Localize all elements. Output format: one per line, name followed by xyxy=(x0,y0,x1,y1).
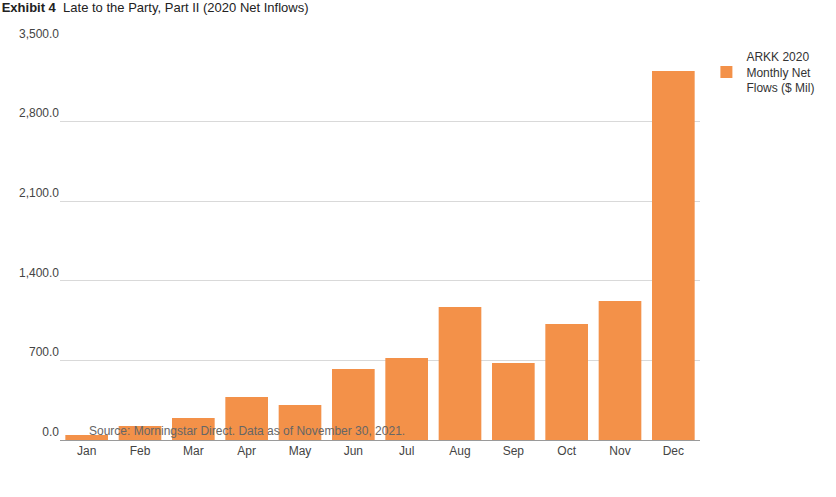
svg-text:Apr: Apr xyxy=(237,444,256,458)
svg-text:3,500.0: 3,500.0 xyxy=(19,27,59,41)
svg-text:Jan: Jan xyxy=(77,444,96,458)
svg-text:Jul: Jul xyxy=(399,444,414,458)
svg-text:Aug: Aug xyxy=(449,444,470,458)
svg-text:Oct: Oct xyxy=(557,444,576,458)
svg-text:Jun: Jun xyxy=(344,444,363,458)
svg-text:Exhibit 4 Late to the Party,: Exhibit 4 Late to the Party, Part II (20… xyxy=(2,0,309,15)
svg-text:Source: Morningstar Direct. Da: Source: Morningstar Direct. Data as of N… xyxy=(89,424,405,438)
svg-text:May: May xyxy=(289,444,312,458)
svg-text:0.0: 0.0 xyxy=(42,425,59,439)
svg-text:ARKK 2020Monthly NetFlows ($ M: ARKK 2020Monthly NetFlows ($ Mil) xyxy=(746,50,814,95)
svg-text:Nov: Nov xyxy=(609,444,630,458)
svg-text:Sep: Sep xyxy=(503,444,525,458)
svg-text:2,800.0: 2,800.0 xyxy=(19,106,59,120)
svg-text:1,400.0: 1,400.0 xyxy=(19,266,59,280)
svg-text:700.0: 700.0 xyxy=(29,345,59,359)
svg-text:2,100.0: 2,100.0 xyxy=(19,186,59,200)
svg-text:Mar: Mar xyxy=(183,444,204,458)
svg-text:Feb: Feb xyxy=(130,444,151,458)
svg-text:Dec: Dec xyxy=(663,444,684,458)
